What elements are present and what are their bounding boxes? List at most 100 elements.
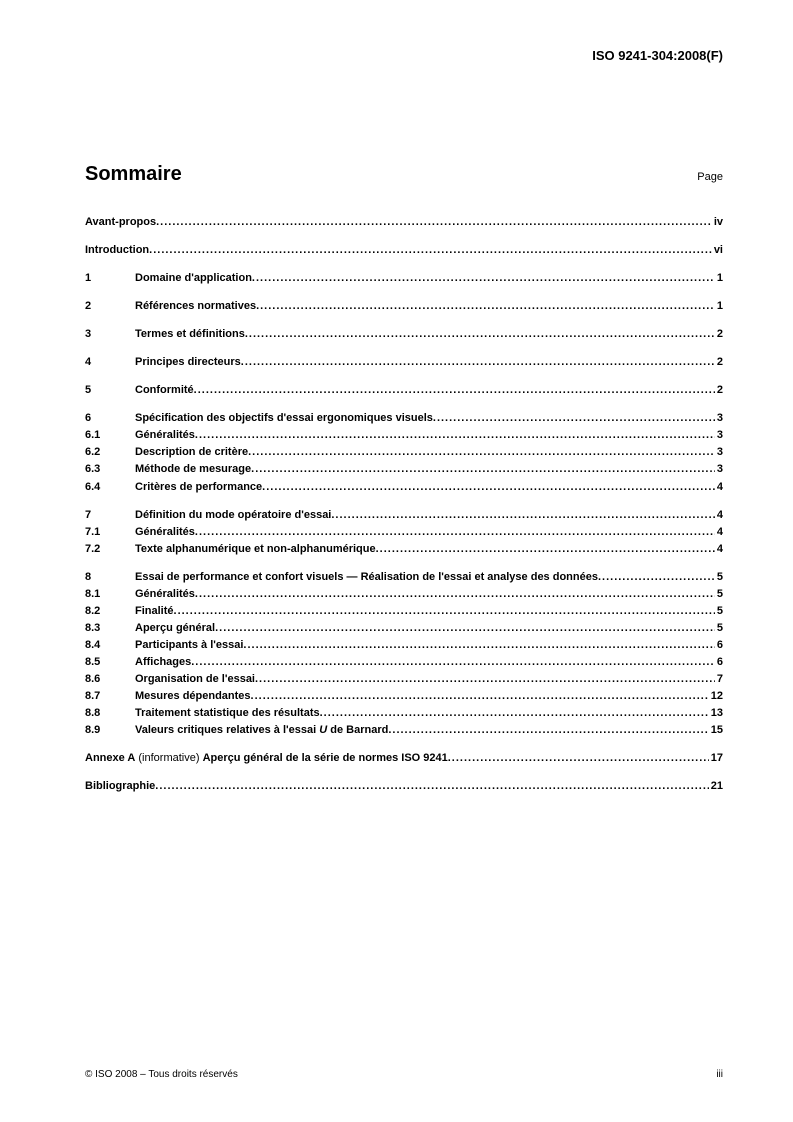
toc-entry-page: 12 (709, 688, 723, 705)
toc-entry-page: 7 (715, 671, 723, 688)
toc-entry-text: Domaine d'application (135, 270, 252, 287)
toc-leader-dots (598, 569, 715, 586)
toc-leader-dots (320, 705, 709, 722)
toc-entry-text: Aperçu général (135, 620, 215, 637)
toc-entry-text: Avant-propos (85, 214, 156, 231)
toc-leader-dots (255, 671, 715, 688)
toc-entry-number: 8.1 (85, 586, 135, 603)
toc-entry-page: 1 (715, 298, 723, 315)
page-label: Page (697, 171, 723, 183)
toc-row: 6.3Méthode de mesurage3 (85, 461, 723, 478)
toc-entry-text: Conformité (135, 382, 194, 399)
toc-leader-dots (251, 461, 715, 478)
toc-entry-text: Généralités (135, 524, 195, 541)
toc-group: 3Termes et définitions2 (85, 326, 723, 343)
toc-group: Introductionvi (85, 242, 723, 259)
toc-entry-number: 8 (85, 569, 135, 586)
toc-entry-number: 6.3 (85, 461, 135, 478)
toc-leader-dots (388, 722, 708, 739)
toc-entry-number: 8.9 (85, 722, 135, 739)
toc-entry-number: 7 (85, 507, 135, 524)
toc-entry-number: 6.2 (85, 444, 135, 461)
toc-entry-page: 1 (715, 270, 723, 287)
toc-entry-number: 8.8 (85, 705, 135, 722)
toc-entry-text: Participants à l'essai (135, 637, 243, 654)
toc-entry-page: vi (712, 242, 723, 259)
toc-group: 6Spécification des objectifs d'essai erg… (85, 410, 723, 495)
toc-entry-page: 4 (715, 524, 723, 541)
toc-entry-text: Définition du mode opératoire d'essai (135, 507, 331, 524)
toc-group: 1Domaine d'application1 (85, 270, 723, 287)
toc-row: 6.2Description de critère 3 (85, 444, 723, 461)
toc-entry-text: Essai de performance et confort visuels … (135, 569, 598, 586)
toc-leader-dots (174, 603, 715, 620)
toc-entry-text: Généralités (135, 586, 195, 603)
toc-entry-text: Traitement statistique des résultats (135, 705, 320, 722)
toc-leader-dots (195, 524, 715, 541)
toc-group: Avant-proposiv (85, 214, 723, 231)
toc-entry-number: 8.5 (85, 654, 135, 671)
toc-entry-number: 8.4 (85, 637, 135, 654)
toc-entry-number: 6.4 (85, 479, 135, 496)
toc-row: 8.2Finalité 5 (85, 603, 723, 620)
toc-entry-number: 1 (85, 270, 135, 287)
toc-leader-dots (251, 688, 709, 705)
toc-leader-dots (243, 637, 714, 654)
toc-entry-page: 5 (715, 586, 723, 603)
toc-row: Introductionvi (85, 242, 723, 259)
toc-entry-number: 8.2 (85, 603, 135, 620)
toc-entry-text: Bibliographie (85, 778, 155, 795)
toc-row: 8.9Valeurs critiques relatives à l'essai… (85, 722, 723, 739)
toc-leader-dots (195, 586, 715, 603)
toc-row: Annexe A (informative) Aperçu général de… (85, 750, 723, 767)
toc-leader-dots (155, 778, 708, 795)
toc-row: 6.4Critères de performance4 (85, 479, 723, 496)
toc-row: Avant-proposiv (85, 214, 723, 231)
toc-row: 8.6Organisation de l'essai 7 (85, 671, 723, 688)
toc-entry-page: 15 (709, 722, 723, 739)
toc-entry-number: 7.1 (85, 524, 135, 541)
toc-row: 6.1Généralités3 (85, 427, 723, 444)
toc-entry-number: 6 (85, 410, 135, 427)
toc-entry-text: Organisation de l'essai (135, 671, 255, 688)
toc-entry-page: 2 (715, 382, 723, 399)
toc-row: 5Conformité2 (85, 382, 723, 399)
toc-entry-number: 2 (85, 298, 135, 315)
toc-row: Bibliographie 21 (85, 778, 723, 795)
toc-group: Annexe A (informative) Aperçu général de… (85, 750, 723, 767)
toc-entry-text: Finalité (135, 603, 174, 620)
toc-entry-page: 4 (715, 541, 723, 558)
toc-row: 2Références normatives1 (85, 298, 723, 315)
toc-leader-dots (241, 354, 715, 371)
toc-entry-number: 8.6 (85, 671, 135, 688)
toc-leader-dots (195, 427, 715, 444)
toc-entry-page: 3 (715, 444, 723, 461)
toc-entry-number: 4 (85, 354, 135, 371)
toc-title: Sommaire (85, 163, 182, 186)
toc-entry-page: 5 (715, 603, 723, 620)
page-number: iii (716, 1069, 723, 1080)
toc-leader-dots (149, 242, 712, 259)
toc-entry-number: 3 (85, 326, 135, 343)
toc-entry-text: Méthode de mesurage (135, 461, 251, 478)
toc-group: Bibliographie 21 (85, 778, 723, 795)
toc-entry-page: 21 (709, 778, 723, 795)
toc-leader-dots (156, 214, 712, 231)
toc-entry-text: Description de critère (135, 444, 248, 461)
doc-header: ISO 9241-304:2008(F) (85, 48, 723, 63)
table-of-contents: Avant-proposivIntroductionvi1Domaine d'a… (85, 214, 723, 795)
toc-row: 8.8Traitement statistique des résultats 1… (85, 705, 723, 722)
toc-entry-text: Spécification des objectifs d'essai ergo… (135, 410, 433, 427)
toc-entry-text: Annexe A (informative) Aperçu général de… (85, 750, 448, 767)
toc-entry-page: 2 (715, 326, 723, 343)
toc-entry-page: 3 (715, 427, 723, 444)
toc-group: 4Principes directeurs2 (85, 354, 723, 371)
toc-leader-dots (256, 298, 715, 315)
toc-entry-page: 13 (709, 705, 723, 722)
toc-row: 1Domaine d'application1 (85, 270, 723, 287)
toc-entry-text: Texte alphanumérique et non-alphanumériq… (135, 541, 376, 558)
toc-row: 3Termes et définitions2 (85, 326, 723, 343)
toc-leader-dots (191, 654, 715, 671)
toc-group: 7Définition du mode opératoire d'essai 4 7… (85, 507, 723, 558)
page-footer: © ISO 2008 – Tous droits réservés iii (85, 1069, 723, 1080)
